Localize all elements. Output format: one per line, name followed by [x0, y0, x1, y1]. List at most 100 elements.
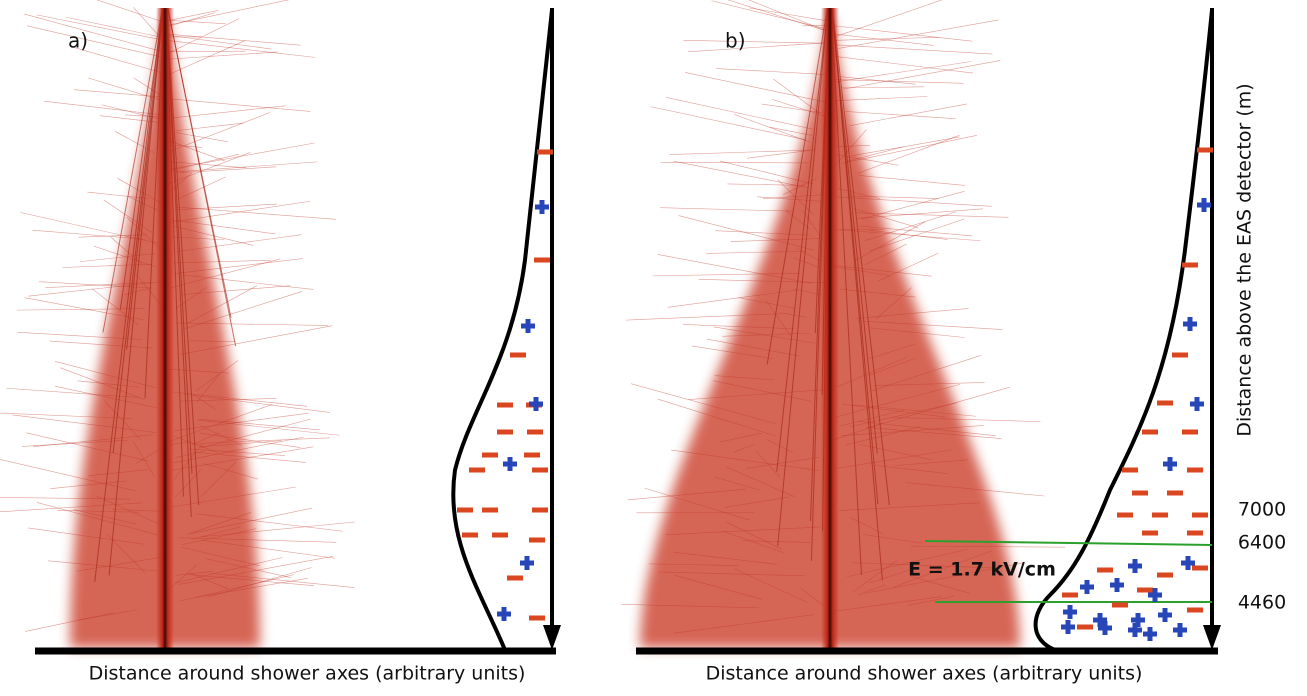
negative-charge	[1137, 588, 1153, 593]
positive-charge	[526, 319, 531, 333]
negative-charge	[527, 430, 543, 435]
panel-label: b)	[725, 29, 746, 53]
y-axis-label: Distance above the EAS detector (m)	[1234, 83, 1256, 436]
particle-track	[683, 40, 823, 43]
particle-track	[859, 175, 965, 185]
negative-charge	[537, 150, 553, 155]
particle-track	[734, 114, 809, 142]
particle-track	[173, 106, 285, 118]
positive-charge	[1186, 556, 1191, 570]
negative-charge	[1167, 491, 1183, 496]
positive-charge	[1103, 621, 1108, 635]
particle-track	[666, 97, 813, 129]
negative-charge	[1077, 625, 1093, 630]
positive-charge	[1163, 608, 1168, 622]
negative-charge	[532, 468, 548, 473]
negative-charge	[1197, 148, 1213, 153]
particle-track	[685, 72, 826, 102]
negative-charge	[469, 468, 485, 473]
charges	[457, 150, 553, 622]
positive-charge	[1188, 317, 1193, 331]
positive-charge	[1066, 620, 1071, 634]
height-label: 4460	[1238, 592, 1286, 614]
negative-charge	[1142, 430, 1158, 435]
negative-charge	[482, 508, 498, 513]
particle-track	[660, 208, 793, 212]
negative-charge	[1122, 468, 1138, 473]
particle-track	[167, 34, 301, 45]
particle-track	[87, 0, 165, 22]
negative-charge	[532, 508, 548, 513]
particle-track	[837, 45, 992, 54]
negative-charge	[1117, 513, 1133, 518]
particle-track	[175, 162, 317, 172]
positive-charge	[1133, 623, 1138, 637]
particle-track	[838, 20, 998, 49]
positive-charge	[525, 556, 530, 570]
particle-track	[843, 60, 1001, 89]
particle-track	[179, 167, 276, 173]
positive-charge	[1115, 578, 1120, 592]
negative-charge	[462, 533, 478, 538]
positive-charge	[1168, 457, 1173, 471]
particle-track	[165, 0, 317, 26]
positive-charge	[1133, 559, 1138, 573]
positive-charge	[1085, 580, 1090, 594]
particle-track	[850, 104, 967, 126]
negative-charge	[529, 538, 545, 543]
negative-charge	[1192, 513, 1208, 518]
charge-profile	[1036, 10, 1212, 650]
particle-track	[168, 41, 245, 75]
particle-track	[716, 69, 829, 75]
positive-charge	[1148, 627, 1153, 641]
negative-charge	[497, 430, 513, 435]
negative-charge	[1132, 491, 1148, 496]
negative-charge	[1182, 263, 1198, 268]
negative-charge	[497, 403, 513, 408]
negative-charge	[524, 453, 540, 458]
negative-charge	[482, 453, 498, 458]
particle-track	[712, 1, 826, 29]
negative-charge	[534, 258, 550, 263]
negative-charge	[1187, 608, 1203, 613]
charge-profile	[453, 10, 552, 650]
shower-core	[156, 8, 174, 650]
positive-charge	[508, 457, 513, 471]
panel-label: a)	[68, 29, 88, 53]
negative-charge	[1157, 573, 1173, 578]
particle-track	[673, 161, 806, 187]
positive-charge	[1153, 588, 1158, 602]
particle-track	[27, 26, 160, 57]
particle-track	[167, 52, 278, 59]
particle-track	[857, 135, 959, 173]
positive-charge	[1202, 198, 1207, 212]
positive-charge	[534, 397, 539, 411]
shower	[0, 0, 355, 650]
x-axis-label: Distance around shower axes (arbitrary u…	[89, 663, 526, 685]
field-label: E = 1.7 kV/cm	[908, 559, 1056, 581]
particle-track	[688, 43, 824, 52]
negative-charge	[510, 353, 526, 358]
negative-charge	[1187, 468, 1203, 473]
negative-charge	[507, 576, 523, 581]
negative-charge	[457, 508, 473, 513]
particle-track	[171, 112, 270, 151]
particle-track	[835, 56, 973, 73]
negative-charge	[1157, 401, 1173, 406]
negative-charge	[1187, 531, 1203, 536]
x-axis-label: Distance around shower axes (arbitrary u…	[706, 663, 1143, 685]
height-label: 7000	[1238, 499, 1286, 521]
positive-charge	[1178, 623, 1183, 637]
shower	[621, 0, 1065, 650]
negative-charge	[492, 533, 508, 538]
particle-track	[165, 20, 225, 24]
positive-charge	[1068, 605, 1073, 619]
positive-charge	[540, 200, 545, 214]
negative-charge	[1062, 593, 1078, 598]
negative-charge	[1192, 566, 1208, 571]
negative-charge	[1152, 513, 1168, 518]
negative-charge	[529, 616, 545, 621]
negative-charge	[1112, 603, 1128, 608]
particle-track	[670, 150, 812, 154]
